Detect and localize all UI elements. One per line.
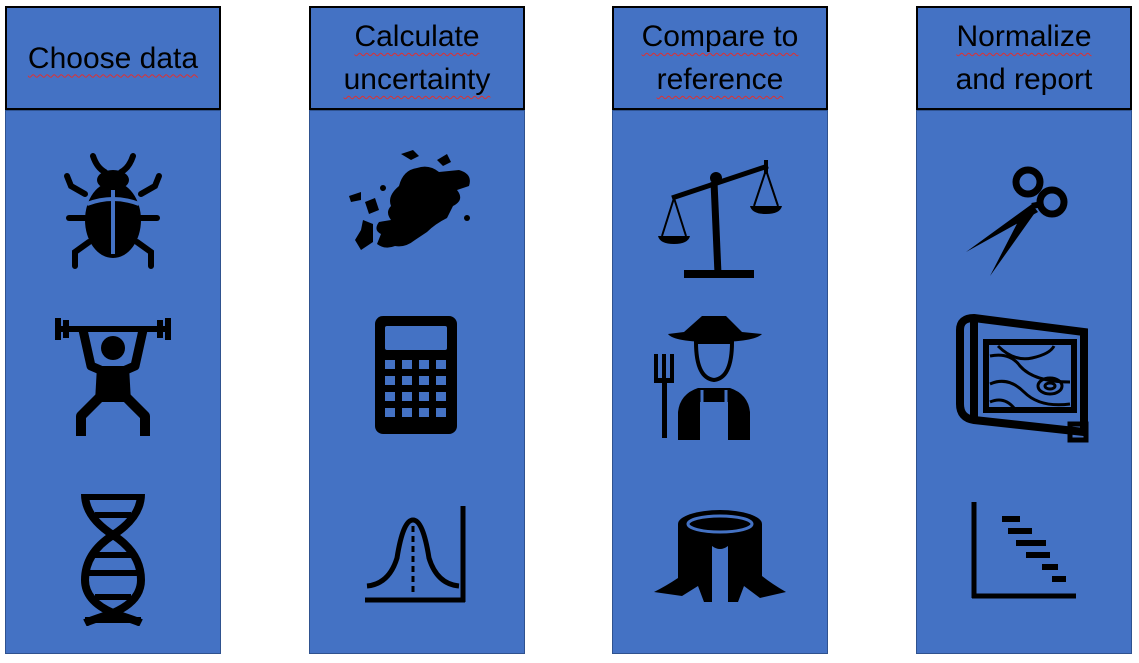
column-choose-data: Choose data [5,6,221,654]
header-line: Choose data [27,41,199,75]
column-header: Normalize and report [916,6,1132,110]
bell-curve-icon [365,506,466,603]
descending-bars-chart-icon [971,502,1076,599]
column-header: Compare to reference [612,6,828,110]
beetle-icon [64,153,162,269]
column-body [612,110,828,654]
header-line: Normalize [956,20,1092,53]
farmer-icon [654,316,762,440]
column-compare-to-reference: Compare to reference [612,6,828,654]
calculator-icon [375,316,457,434]
balance-scale-icon [658,160,782,278]
dna-icon [80,493,146,626]
header-line: reference [656,63,784,96]
header-line: Compare to [641,20,799,53]
header-line: Calculate [354,20,480,53]
header-line: uncertainty [343,63,491,96]
topographic-map-icon [956,313,1089,443]
column-calculate-uncertainty: Calculate uncertainty [309,6,525,654]
weightlifter-icon [55,318,171,436]
europe-map-icon [349,150,470,250]
column-header: Choose data [5,6,221,110]
column-body [916,110,1132,654]
scissors-icon [966,166,1068,276]
column-normalize-and-report: Normalize and report [916,6,1132,654]
tree-stump-icon [654,510,786,602]
header-line: and report [955,63,1093,96]
column-header: Calculate uncertainty [309,6,525,110]
